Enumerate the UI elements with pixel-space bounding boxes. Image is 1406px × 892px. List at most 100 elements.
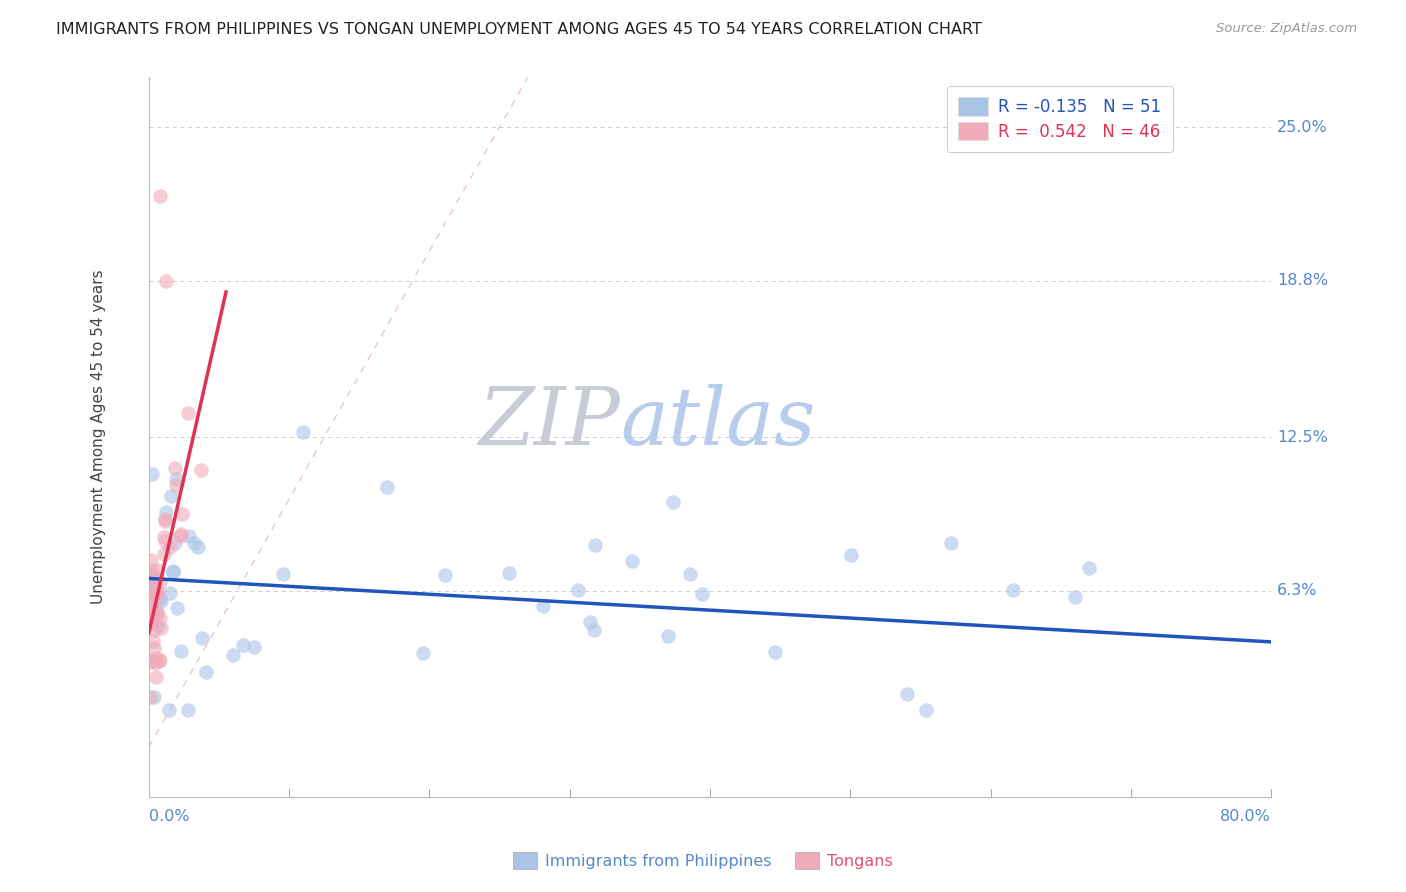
Point xyxy=(141,567,163,582)
Point xyxy=(139,591,162,606)
Point xyxy=(145,584,167,599)
Point xyxy=(583,538,606,552)
Point xyxy=(141,467,163,482)
Point xyxy=(142,640,165,655)
Point xyxy=(149,653,172,667)
Legend: Immigrants from Philippines, Tongans: Immigrants from Philippines, Tongans xyxy=(506,846,900,875)
Point xyxy=(169,529,191,543)
Point xyxy=(191,631,214,645)
Point xyxy=(222,648,245,662)
Text: 25.0%: 25.0% xyxy=(1277,120,1327,135)
Point xyxy=(152,547,174,561)
Point xyxy=(142,634,165,648)
Point xyxy=(141,577,163,591)
Point xyxy=(165,472,187,486)
Point xyxy=(146,618,169,632)
Point xyxy=(155,505,177,519)
Point xyxy=(139,654,162,668)
Point xyxy=(582,623,605,637)
Text: 0.0%: 0.0% xyxy=(149,809,190,824)
Point xyxy=(1002,582,1025,597)
Point xyxy=(142,571,165,585)
Point xyxy=(243,640,266,654)
Point xyxy=(170,507,193,521)
Point xyxy=(159,586,181,600)
Point xyxy=(1064,590,1087,604)
Point xyxy=(941,535,963,549)
Point xyxy=(145,585,167,599)
Point xyxy=(763,645,786,659)
Point xyxy=(139,598,162,612)
Text: 18.8%: 18.8% xyxy=(1277,273,1327,288)
Point xyxy=(142,690,165,704)
Point xyxy=(169,526,191,541)
Point xyxy=(176,703,198,717)
Point xyxy=(186,540,208,554)
Point xyxy=(148,654,170,668)
Point xyxy=(155,514,177,528)
Legend: R = -0.135   N = 51, R =  0.542   N = 46: R = -0.135 N = 51, R = 0.542 N = 46 xyxy=(946,86,1173,153)
Point xyxy=(232,638,254,652)
Point xyxy=(153,534,176,549)
Point xyxy=(146,604,169,618)
Point xyxy=(145,651,167,665)
Point xyxy=(498,566,520,580)
Text: 6.3%: 6.3% xyxy=(1277,583,1317,599)
Text: atlas: atlas xyxy=(620,384,815,461)
Point xyxy=(166,600,188,615)
Point xyxy=(142,589,165,603)
Point xyxy=(146,590,169,604)
Point xyxy=(412,646,434,660)
Point xyxy=(155,274,177,288)
Text: IMMIGRANTS FROM PHILIPPINES VS TONGAN UNEMPLOYMENT AMONG AGES 45 TO 54 YEARS COR: IMMIGRANTS FROM PHILIPPINES VS TONGAN UN… xyxy=(56,22,983,37)
Point xyxy=(141,654,163,668)
Point xyxy=(153,511,176,525)
Point xyxy=(292,425,315,439)
Text: 80.0%: 80.0% xyxy=(1220,809,1271,824)
Point xyxy=(183,536,205,550)
Point xyxy=(679,566,702,581)
Point xyxy=(839,548,862,562)
Point xyxy=(149,574,172,589)
Point xyxy=(141,553,163,567)
Point xyxy=(176,406,198,420)
Point xyxy=(194,665,217,680)
Point xyxy=(915,703,938,717)
Point xyxy=(139,585,162,599)
Point xyxy=(142,569,165,583)
Point xyxy=(159,540,181,554)
Point xyxy=(1077,561,1099,575)
Point xyxy=(190,463,212,477)
Point xyxy=(162,564,184,578)
Text: Source: ZipAtlas.com: Source: ZipAtlas.com xyxy=(1216,22,1357,36)
Point xyxy=(149,189,172,203)
Point xyxy=(142,623,165,637)
Point xyxy=(143,603,166,617)
Point xyxy=(170,644,193,658)
Point xyxy=(146,607,169,621)
Point xyxy=(620,553,643,567)
Point xyxy=(143,656,166,670)
Point xyxy=(166,477,188,491)
Point xyxy=(271,566,294,581)
Point xyxy=(139,690,162,705)
Point xyxy=(163,536,186,550)
Point xyxy=(149,591,172,605)
Point xyxy=(149,593,172,607)
Point xyxy=(145,670,167,684)
Text: Unemployment Among Ages 45 to 54 years: Unemployment Among Ages 45 to 54 years xyxy=(91,269,105,605)
Point xyxy=(657,629,679,643)
Point xyxy=(141,615,163,629)
Point xyxy=(375,480,398,494)
Point xyxy=(662,494,685,508)
Point xyxy=(146,563,169,577)
Point xyxy=(567,583,589,598)
Point xyxy=(141,574,163,588)
Point xyxy=(177,529,200,543)
Point xyxy=(157,703,180,717)
Point xyxy=(162,565,184,579)
Point xyxy=(165,460,187,475)
Point xyxy=(578,615,600,630)
Point xyxy=(896,687,918,701)
Point xyxy=(160,489,183,503)
